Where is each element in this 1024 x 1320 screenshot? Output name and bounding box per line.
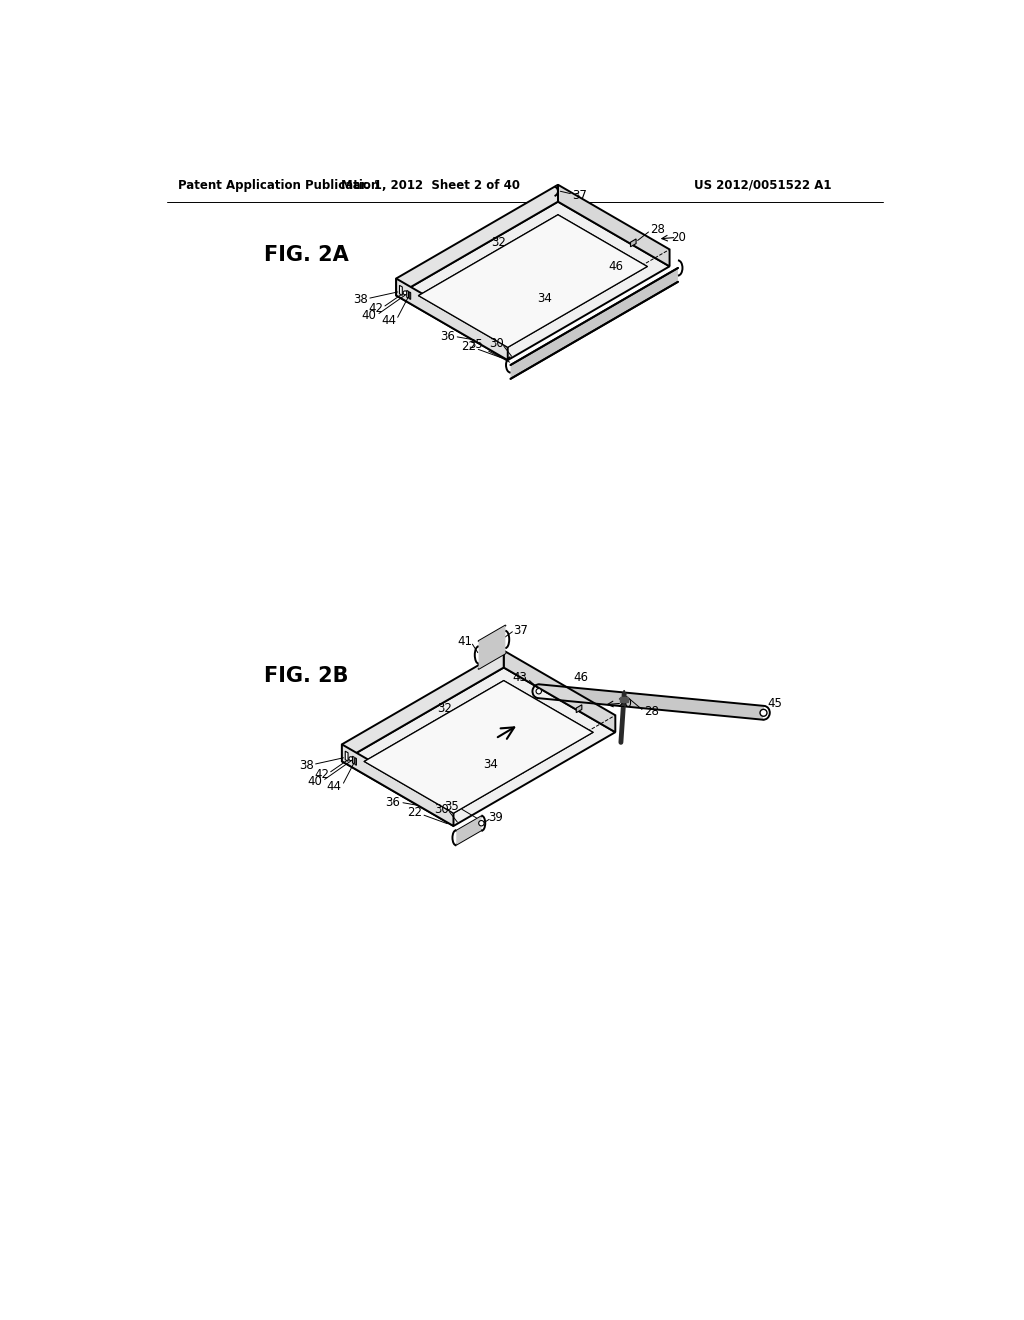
Text: 20: 20 — [617, 697, 632, 710]
Text: 36: 36 — [385, 796, 400, 809]
Text: 35: 35 — [444, 800, 460, 813]
Text: 38: 38 — [353, 293, 368, 306]
Text: 37: 37 — [572, 189, 587, 202]
Polygon shape — [365, 681, 593, 813]
Polygon shape — [410, 292, 411, 300]
Text: 34: 34 — [482, 758, 498, 771]
Text: 30: 30 — [488, 337, 504, 350]
Text: 43: 43 — [512, 671, 526, 684]
Text: 22: 22 — [408, 805, 422, 818]
Polygon shape — [511, 268, 678, 379]
Text: Patent Application Publication: Patent Application Publication — [178, 178, 380, 191]
Text: 38: 38 — [299, 759, 313, 772]
Polygon shape — [352, 756, 354, 764]
Text: 39: 39 — [487, 810, 503, 824]
Text: 40: 40 — [307, 775, 322, 788]
Text: 42: 42 — [369, 302, 383, 314]
Text: 36: 36 — [439, 330, 455, 343]
Polygon shape — [342, 668, 615, 826]
Text: 44: 44 — [381, 314, 396, 327]
Polygon shape — [407, 290, 409, 298]
Text: 40: 40 — [361, 309, 376, 322]
Bar — [621, 697, 628, 702]
Polygon shape — [419, 215, 647, 347]
Text: 42: 42 — [314, 767, 329, 780]
Text: 22: 22 — [462, 339, 476, 352]
Polygon shape — [538, 684, 764, 719]
Circle shape — [536, 689, 542, 694]
Text: 34: 34 — [537, 292, 552, 305]
Polygon shape — [457, 816, 481, 845]
Text: US 2012/0051522 A1: US 2012/0051522 A1 — [693, 178, 831, 191]
Text: 37: 37 — [513, 624, 528, 636]
Circle shape — [760, 709, 767, 717]
Text: 28: 28 — [644, 705, 658, 718]
Text: 45: 45 — [768, 697, 782, 710]
Polygon shape — [342, 744, 454, 826]
Polygon shape — [631, 239, 636, 247]
Text: FIG. 2A: FIG. 2A — [263, 244, 348, 264]
Polygon shape — [355, 758, 356, 766]
Polygon shape — [558, 185, 670, 267]
Text: 30: 30 — [434, 803, 450, 816]
Polygon shape — [342, 651, 504, 762]
Polygon shape — [399, 285, 402, 296]
Text: 32: 32 — [492, 236, 506, 248]
Text: 35: 35 — [469, 338, 510, 362]
Text: 41: 41 — [457, 635, 472, 648]
Text: 28: 28 — [650, 223, 666, 236]
Text: 44: 44 — [327, 780, 342, 793]
Polygon shape — [345, 751, 348, 762]
Text: FIG. 2B: FIG. 2B — [263, 665, 348, 686]
Text: Mar. 1, 2012  Sheet 2 of 40: Mar. 1, 2012 Sheet 2 of 40 — [341, 178, 520, 191]
Polygon shape — [577, 705, 582, 713]
Circle shape — [478, 821, 484, 826]
Text: 46: 46 — [608, 260, 624, 273]
Polygon shape — [396, 185, 558, 296]
Text: 32: 32 — [437, 701, 452, 714]
Polygon shape — [396, 202, 670, 360]
Circle shape — [403, 290, 407, 294]
Text: 20: 20 — [672, 231, 686, 244]
Polygon shape — [478, 626, 506, 669]
Polygon shape — [396, 279, 508, 360]
Circle shape — [349, 756, 352, 760]
Text: 46: 46 — [573, 671, 589, 684]
Polygon shape — [504, 651, 615, 733]
